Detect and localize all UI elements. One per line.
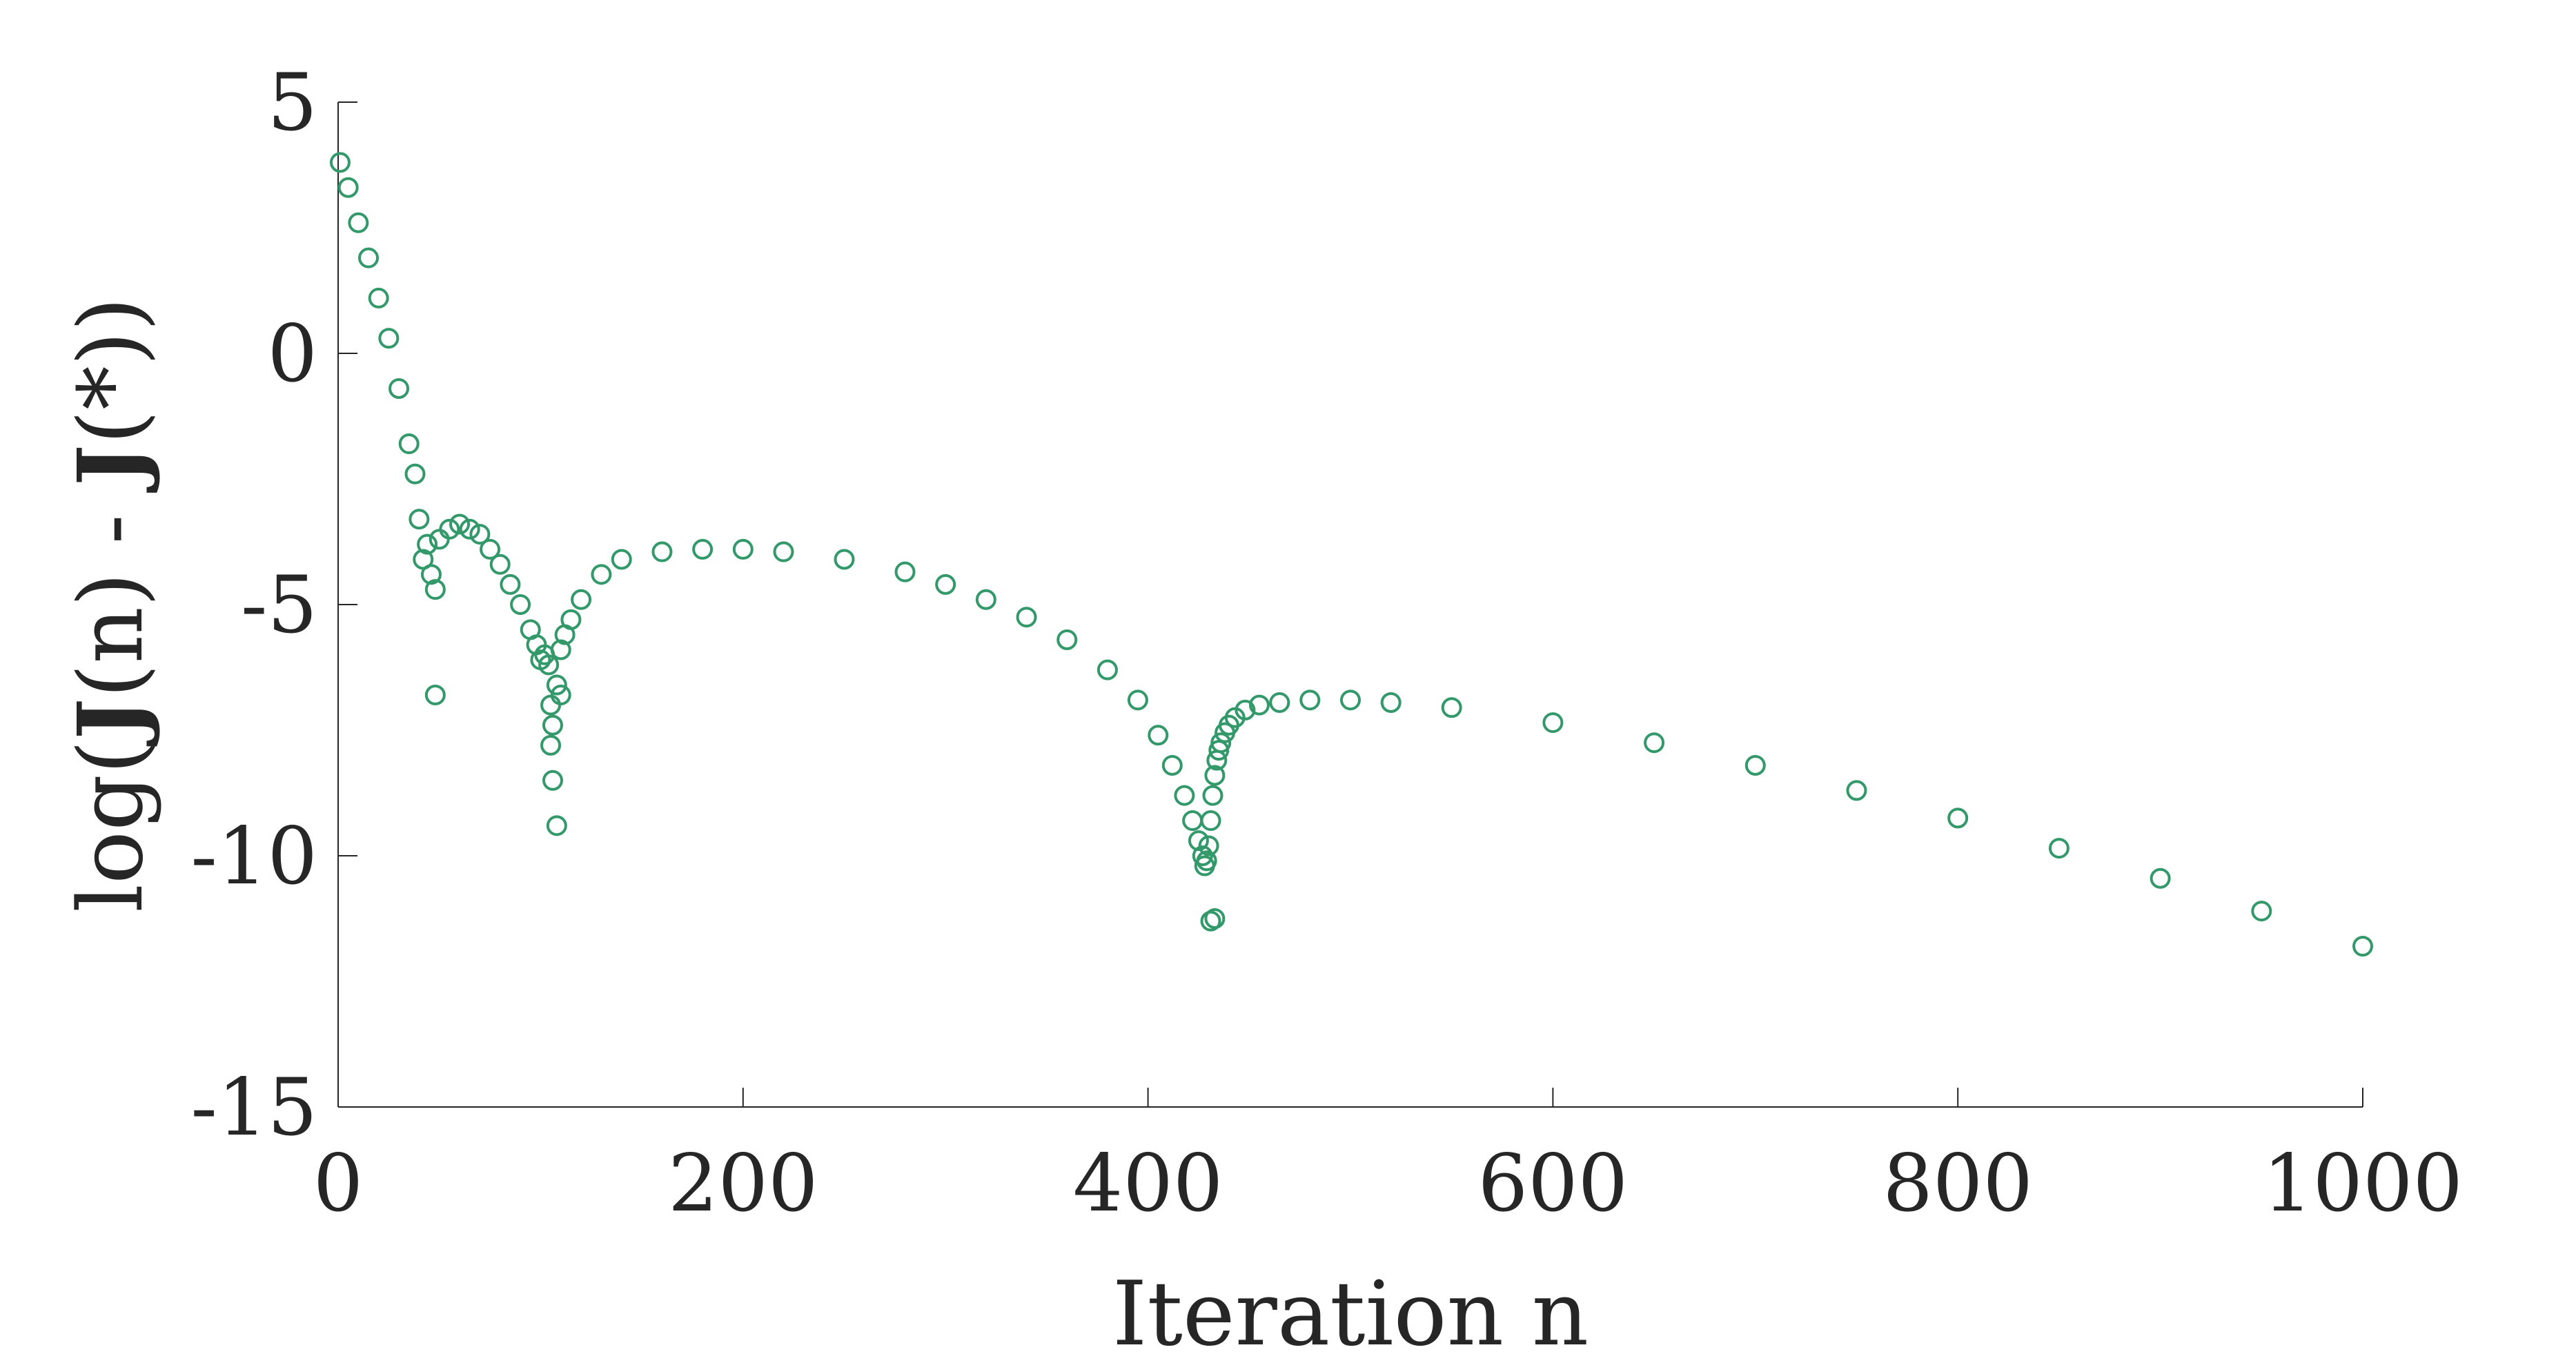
y-tick-label: 0 xyxy=(267,308,317,400)
scatter-point xyxy=(540,694,562,716)
scatter-point xyxy=(560,609,582,630)
scatter-point xyxy=(1204,908,1226,929)
scatter-point xyxy=(368,287,389,308)
scatter-point xyxy=(329,152,351,173)
scatter-point xyxy=(542,714,564,736)
scatter-point xyxy=(1192,845,1213,866)
scatter-point xyxy=(424,685,446,706)
y-axis-title-bold-j: J xyxy=(59,698,163,747)
scatter-point xyxy=(417,533,438,555)
scatter-point xyxy=(692,538,714,560)
scatter-point xyxy=(1340,689,1361,711)
scatter-point xyxy=(404,463,426,484)
scatter-point xyxy=(1204,765,1226,786)
scatter-point xyxy=(546,815,567,836)
scatter-point xyxy=(2251,901,2272,922)
scatter-point xyxy=(1744,754,1766,776)
scatter-point xyxy=(1182,810,1203,832)
scatter-point xyxy=(1380,692,1402,713)
scatter-point xyxy=(550,685,571,706)
scatter-point xyxy=(935,574,956,595)
scatter-point xyxy=(348,212,369,233)
y-tick-label: 5 xyxy=(267,57,317,148)
scatter-point xyxy=(773,541,794,562)
scatter-point xyxy=(540,734,562,756)
scatter-point xyxy=(1210,732,1232,754)
scatter-point xyxy=(834,549,855,570)
scatter-point xyxy=(1148,725,1169,746)
scatter-point xyxy=(2352,936,2373,957)
scatter-point xyxy=(1202,785,1223,806)
scatter-point xyxy=(1248,694,1270,716)
scatter-point xyxy=(389,378,410,399)
scatter-point xyxy=(2048,838,2069,859)
plot-area xyxy=(337,102,2363,1108)
scatter-point xyxy=(1644,732,1665,754)
scatter-point xyxy=(2150,868,2171,889)
scatter-point xyxy=(1235,699,1256,721)
scatter-point xyxy=(894,561,916,582)
scatter-point xyxy=(1542,712,1564,734)
scatter-point xyxy=(1299,689,1321,711)
scatter-point xyxy=(550,639,571,660)
x-tick-label: 200 xyxy=(668,1137,818,1229)
y-axis-title-bold-j: J xyxy=(59,444,163,493)
scatter-point xyxy=(500,574,521,595)
y-tick-label: -5 xyxy=(241,559,317,651)
scatter-point xyxy=(651,541,673,562)
scatter-point xyxy=(420,564,442,585)
scatter-point xyxy=(459,518,480,540)
scatter-point xyxy=(424,579,446,600)
y-axis-title-part: (n) - xyxy=(60,487,163,698)
x-axis-ticks: 0 200 400 600 800 1000 xyxy=(313,1088,2463,1229)
scatter-point xyxy=(546,674,567,696)
y-tick-label: -10 xyxy=(190,810,317,902)
scatter-point xyxy=(358,247,380,268)
x-tick-label: 400 xyxy=(1073,1137,1223,1229)
scatter-point xyxy=(1161,754,1183,776)
x-tick-label: 1000 xyxy=(2263,1137,2463,1229)
scatter-point xyxy=(1174,785,1195,806)
scatter-point xyxy=(1198,835,1219,856)
scatter-point xyxy=(1127,689,1148,711)
scatter-point xyxy=(1016,607,1037,628)
scatter-point xyxy=(1056,629,1078,650)
scatter-point xyxy=(469,524,491,545)
scatter-point xyxy=(732,538,754,560)
scatter-point xyxy=(409,509,430,530)
scatter-point xyxy=(1196,850,1217,872)
x-tick-label: 800 xyxy=(1882,1137,2033,1229)
x-tick-label: 600 xyxy=(1478,1137,1629,1229)
scatter-point xyxy=(1846,780,1867,801)
scatter-point xyxy=(510,594,531,615)
scatter-point xyxy=(489,553,511,575)
scatter-point xyxy=(337,177,359,198)
scatter-point xyxy=(538,654,560,676)
y-axis-title: log(J(n) - J(*)) xyxy=(59,297,163,912)
scatter-point xyxy=(1269,692,1290,713)
scatter-point xyxy=(480,538,501,560)
scatter-point xyxy=(611,549,632,570)
scatter-point xyxy=(1441,697,1462,718)
y-axis-title-part: log( xyxy=(60,740,163,912)
scatter-point xyxy=(398,433,420,455)
scatter-point xyxy=(439,518,460,540)
scatter-point xyxy=(378,328,400,349)
scatter-point xyxy=(1947,807,1969,829)
scatter-point xyxy=(975,589,996,610)
y-axis-title-part: (*)) xyxy=(60,297,163,444)
scatter-points xyxy=(329,152,2373,957)
scatter-point xyxy=(571,589,592,610)
scatter-point xyxy=(1097,659,1118,680)
scatter-point xyxy=(449,513,471,535)
y-tick-label: -15 xyxy=(190,1061,317,1153)
scatter-point xyxy=(542,770,564,791)
scatter-point xyxy=(591,564,612,585)
x-tick-label: 0 xyxy=(313,1137,364,1229)
scatter-point xyxy=(1188,830,1209,852)
y-axis-ticks: 5 0 -5 -10 -15 xyxy=(190,57,357,1153)
x-axis-title: Iteration n xyxy=(1112,1263,1589,1366)
scatter-point xyxy=(1200,810,1221,832)
